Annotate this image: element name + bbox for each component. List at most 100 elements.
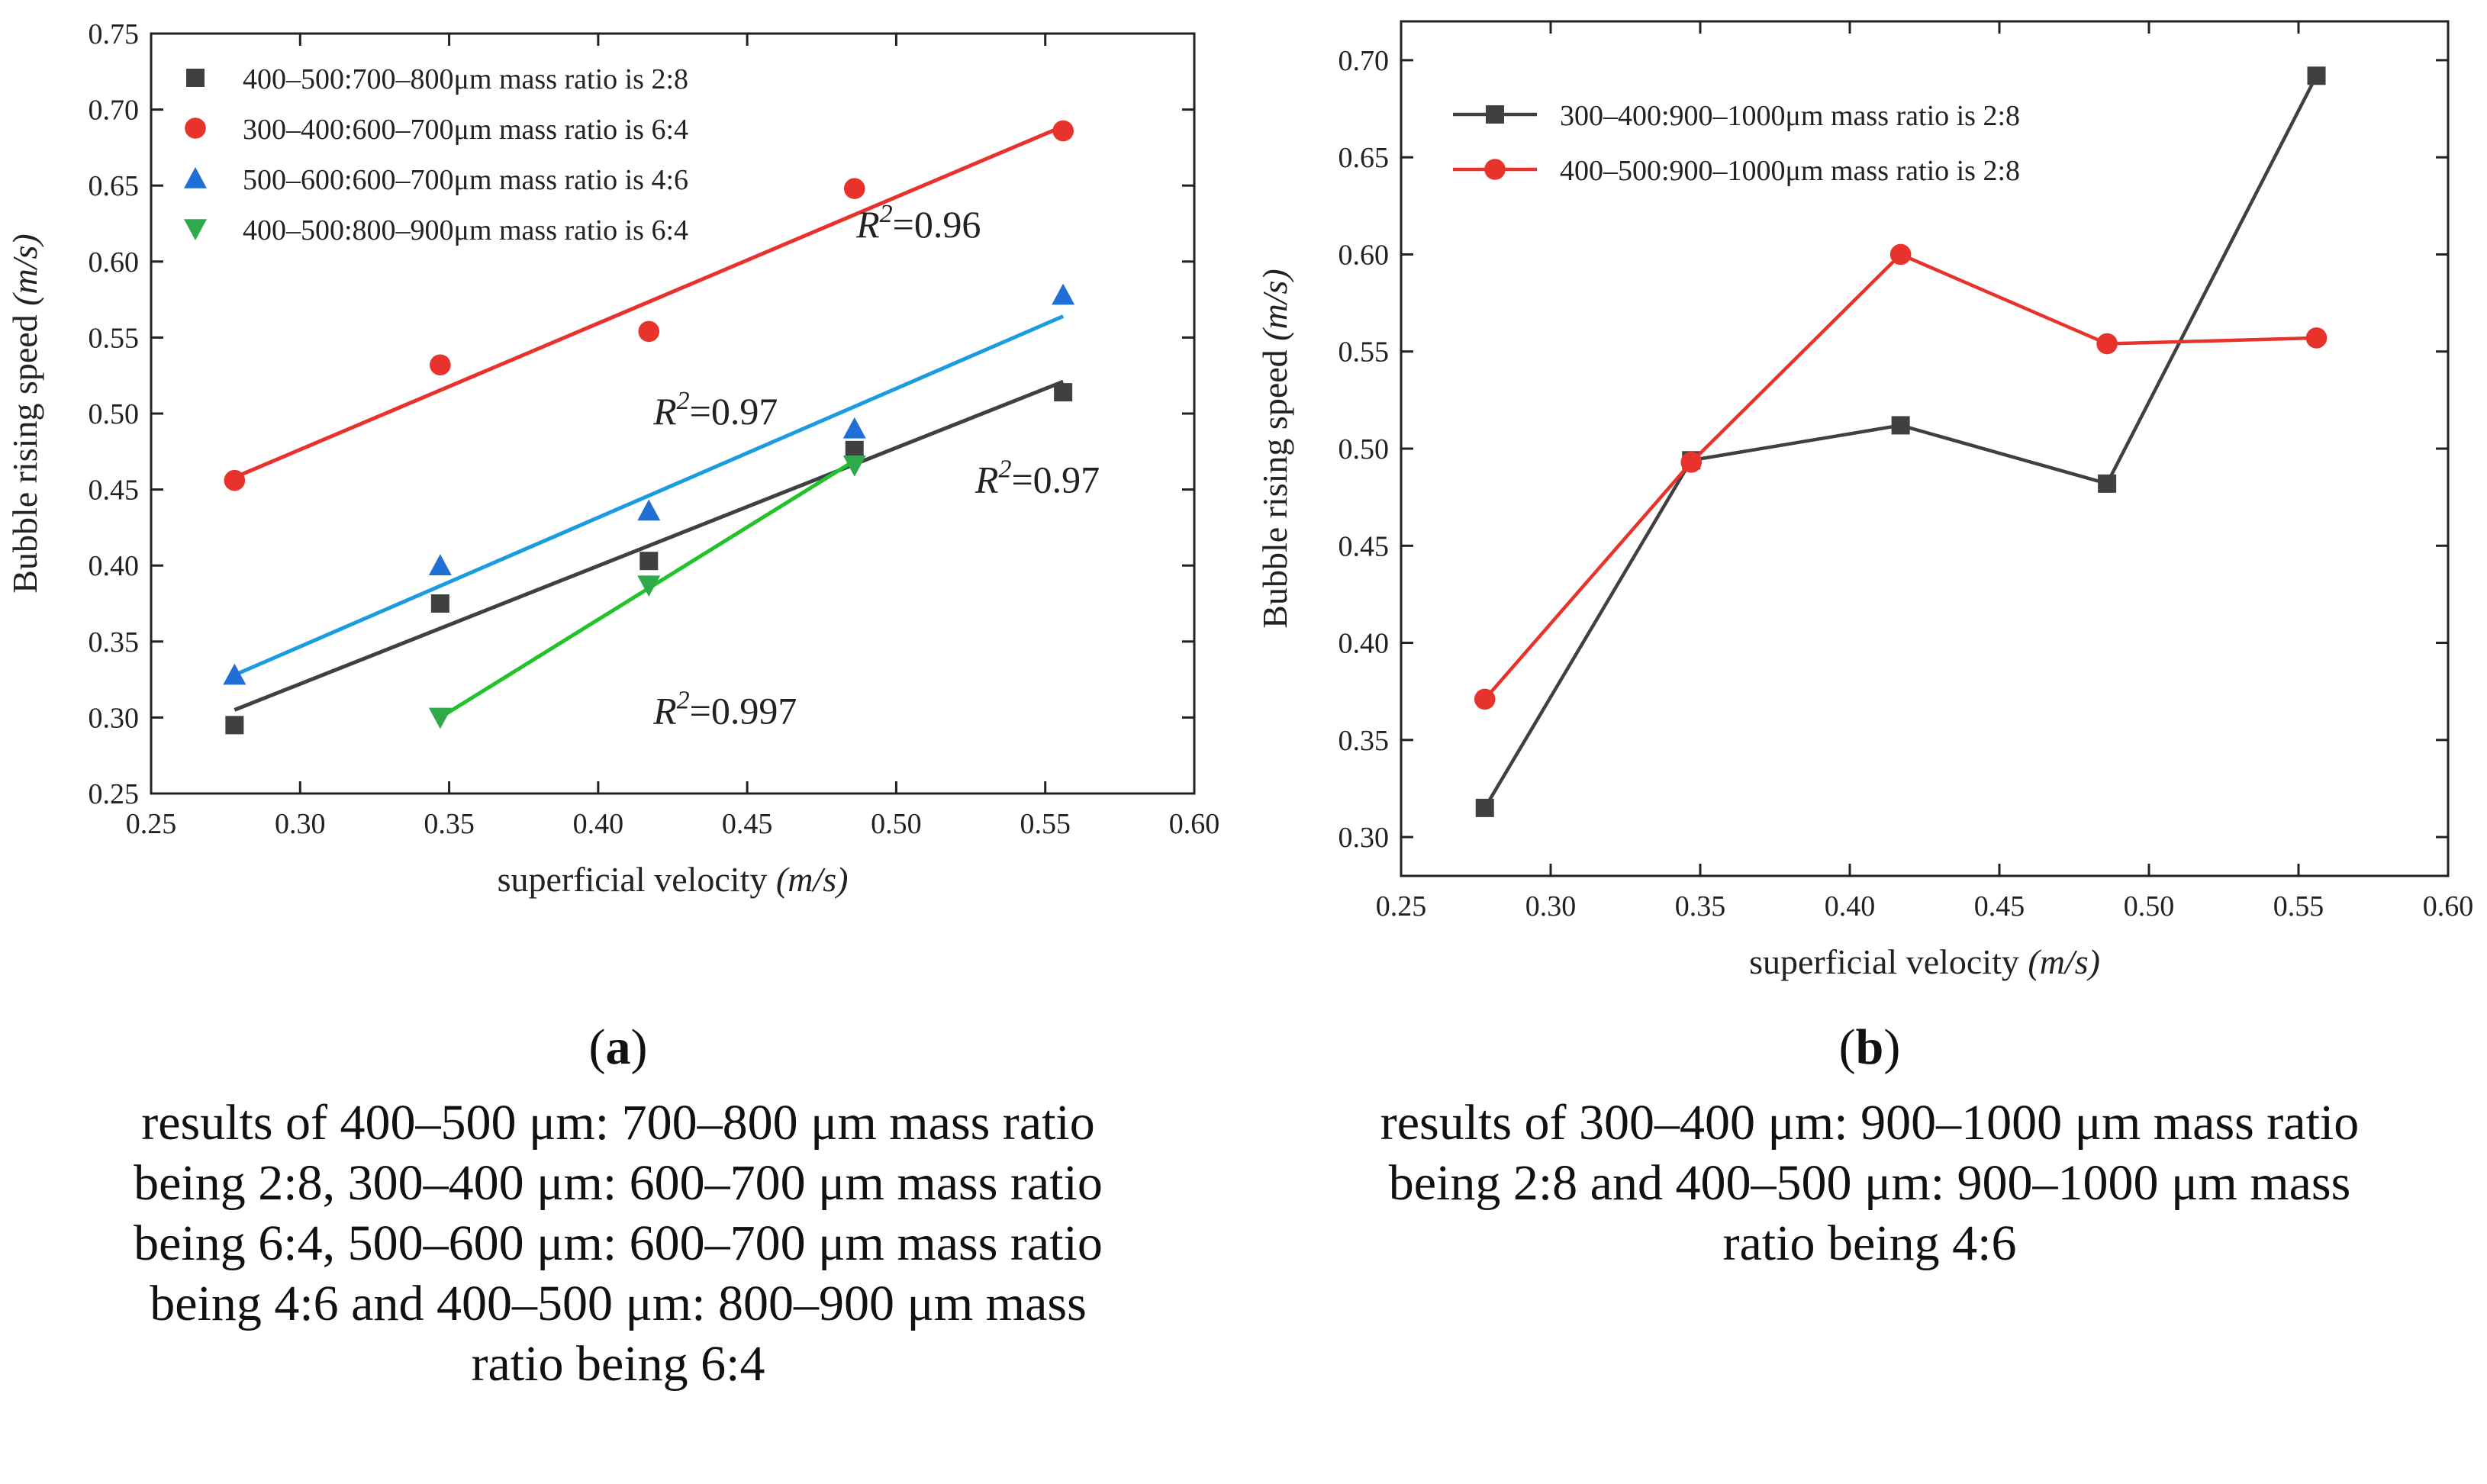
data-point (637, 499, 661, 521)
y-tick-label: 0.30 (1339, 822, 1390, 854)
y-tick-label: 0.45 (1339, 530, 1390, 562)
series-3 (223, 283, 1075, 685)
x-axis-label: superficial velocity (m/s) (498, 860, 849, 899)
data-point (428, 554, 452, 575)
data-point (842, 417, 866, 439)
data-point (639, 552, 659, 571)
x-tick-label: 0.30 (275, 808, 326, 840)
x-tick-label: 0.25 (126, 808, 177, 840)
x-tick-label: 0.60 (2423, 890, 2474, 922)
y-tick-label: 0.65 (89, 170, 140, 202)
y-tick-label: 0.55 (1339, 336, 1390, 369)
caption-b-line: results of 300–400 μm: 900–1000 μm mass … (1380, 1095, 2360, 1151)
caption-a-line: being 4:6 and 400–500 μm: 800–900 μm mas… (150, 1276, 1087, 1331)
y-tick-label: 0.75 (89, 18, 140, 50)
legend-marker (1484, 159, 1506, 180)
legend-marker (186, 69, 205, 87)
data-point (430, 594, 449, 613)
caption-b: results of 300–400 μm: 900–1000 μm mass … (1267, 1093, 2473, 1273)
data-point (224, 469, 246, 491)
legend-label: 300–400:900–1000μm mass ratio is 2:8 (1560, 100, 2020, 132)
caption-b-line: being 2:8 and 400–500 μm: 900–1000 μm ma… (1388, 1155, 2351, 1211)
data-point (1891, 416, 1910, 435)
data-point (1474, 688, 1496, 710)
r-squared-annotation: R2=0.997 (652, 686, 797, 732)
data-point (1054, 383, 1073, 402)
data-point (1889, 243, 1912, 266)
x-tick-label: 0.35 (1675, 890, 1726, 922)
caption-b-line: ratio being 4:6 (1722, 1215, 2017, 1271)
r-squared-annotation: R2=0.97 (652, 387, 778, 433)
panel-a-label: (a) (588, 1019, 648, 1075)
data-point (1052, 283, 1075, 305)
x-tick-label: 0.50 (871, 808, 922, 840)
data-point (842, 455, 866, 477)
y-tick-label: 0.50 (89, 398, 140, 430)
series-4 (428, 455, 866, 729)
caption-a: results of 400–500 μm: 700–800 μm mass r… (15, 1093, 1221, 1394)
x-tick-label: 0.45 (722, 808, 773, 840)
caption-a-line: being 6:4, 500–600 μm: 600–700 μm mass r… (134, 1215, 1103, 1271)
series-1 (225, 379, 1073, 735)
legend-marker (185, 117, 206, 139)
x-tick-label: 0.40 (573, 808, 624, 840)
data-point (225, 716, 244, 735)
y-axis-label: Bubble rising speed (m/s) (1255, 269, 1294, 628)
x-tick-label: 0.45 (1974, 890, 2025, 922)
y-tick-label: 0.45 (89, 475, 140, 507)
y-tick-label: 0.35 (1339, 725, 1390, 757)
legend: 400–500:700–800μm mass ratio is 2:8 300–4… (184, 63, 688, 246)
y-tick-label: 0.70 (89, 95, 140, 127)
y-tick-label: 0.40 (1339, 628, 1390, 660)
x-axis-label: superficial velocity (m/s) (1749, 942, 2100, 981)
data-point (2096, 333, 2118, 355)
plot-frame (1400, 20, 2450, 877)
y-tick-label: 0.70 (1339, 45, 1390, 77)
data-point (2098, 474, 2117, 493)
legend-marker (1486, 105, 1504, 124)
caption-a-line: ratio being 6:4 (471, 1336, 765, 1392)
legend-label: 300–400:600–700μm mass ratio is 6:4 (243, 114, 688, 146)
data-point (1052, 120, 1074, 142)
legend-marker (184, 219, 207, 240)
x-tick-label: 0.60 (1169, 808, 1220, 840)
y-tick-label: 0.60 (1339, 239, 1390, 271)
caption-a-line: results of 400–500 μm: 700–800 μm mass r… (141, 1095, 1095, 1151)
chart-panel-a: 0.25 0.30 0.35 0.40 0.45 0.50 0.55 0.60 0.25 0.30… (5, 18, 1219, 899)
y-tick-label: 0.25 (89, 778, 140, 810)
data-point (428, 707, 452, 729)
data-point (2307, 66, 2326, 85)
y-tick-label: 0.60 (89, 246, 140, 278)
y-tick-label: 0.65 (1339, 142, 1390, 174)
x-tick-label: 0.55 (1020, 808, 1071, 840)
x-tick-label: 0.50 (2124, 890, 2175, 922)
data-point (638, 320, 660, 343)
data-point (1680, 452, 1703, 473)
y-tick-label: 0.50 (1339, 433, 1390, 465)
y-tick-label: 0.30 (89, 702, 140, 734)
x-tick-label: 0.35 (424, 808, 475, 840)
data-point (637, 575, 661, 597)
y-axis-label: Bubble rising speed (m/s) (5, 233, 44, 593)
legend: 300–400:900–1000μm mass ratio is 2:8 400–… (1453, 100, 2020, 187)
legend-label: 500–600:600–700μm mass ratio is 4:6 (243, 164, 688, 196)
data-point (223, 663, 246, 685)
data-point (430, 354, 451, 376)
r-squared-annotation: R2=0.96 (855, 200, 981, 246)
x-tick-label: 0.40 (1825, 890, 1876, 922)
chart-panel-b: 0.25 0.30 0.35 0.40 0.45 0.50 0.55 0.60 0.30 0.35… (1255, 20, 2474, 981)
fit-line (234, 124, 1065, 479)
y-tick-label: 0.40 (89, 550, 140, 582)
legend-marker (184, 167, 207, 188)
legend-label: 400–500:700–800μm mass ratio is 2:8 (243, 63, 688, 95)
x-tick-label: 0.25 (1376, 890, 1427, 922)
panel-b-label: (b) (1838, 1019, 1901, 1075)
legend-label: 400–500:900–1000μm mass ratio is 2:8 (1560, 155, 2020, 187)
fit-line (234, 314, 1065, 677)
series-2 (224, 120, 1074, 491)
fit-line (234, 379, 1065, 712)
data-point (843, 178, 865, 199)
y-tick-label: 0.35 (89, 626, 140, 658)
series-2 (1474, 243, 2328, 710)
